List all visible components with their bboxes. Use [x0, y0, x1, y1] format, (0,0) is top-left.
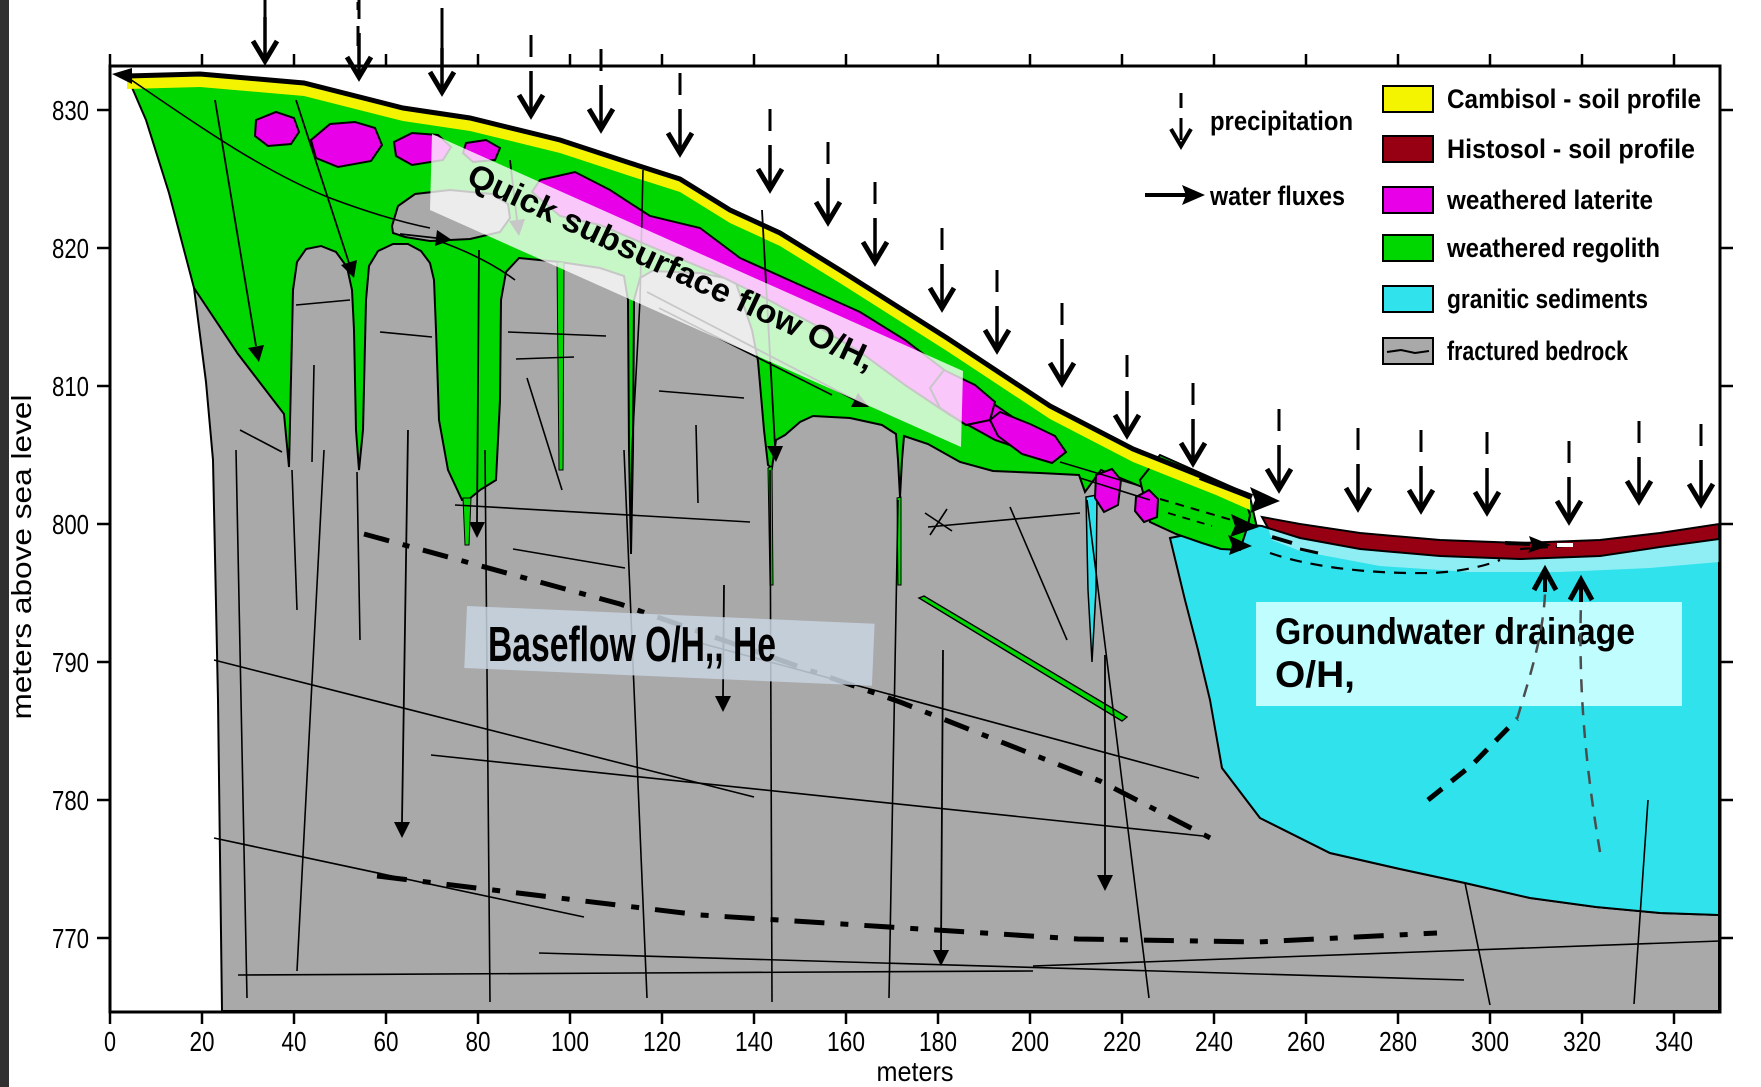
svg-text:fractured bedrock: fractured bedrock [1447, 336, 1629, 366]
svg-text:meters above sea level: meters above sea level [6, 395, 37, 720]
svg-text:340: 340 [1655, 1026, 1693, 1057]
svg-text:20: 20 [190, 1026, 215, 1057]
svg-text:Histosol - soil profile: Histosol - soil profile [1447, 134, 1695, 164]
svg-text:precipitation: precipitation [1210, 106, 1353, 136]
svg-text:Baseflow O/H,, He: Baseflow O/H,, He [488, 618, 776, 672]
svg-text:240: 240 [1195, 1026, 1233, 1057]
svg-text:780: 780 [52, 785, 89, 816]
svg-text:790: 790 [52, 647, 89, 678]
svg-text:Groundwater drainage: Groundwater drainage [1275, 611, 1635, 652]
svg-text:weathered regolith: weathered regolith [1446, 233, 1660, 263]
svg-text:770: 770 [52, 923, 89, 954]
svg-text:830: 830 [52, 95, 89, 126]
svg-text:180: 180 [919, 1026, 957, 1057]
svg-text:60: 60 [374, 1026, 399, 1057]
svg-text:140: 140 [735, 1026, 773, 1057]
svg-text:800: 800 [52, 509, 89, 540]
svg-text:O/H,: O/H, [1275, 654, 1355, 695]
svg-text:260: 260 [1287, 1026, 1325, 1057]
svg-text:water fluxes: water fluxes [1209, 181, 1345, 211]
svg-text:weathered laterite: weathered laterite [1446, 185, 1653, 215]
svg-text:320: 320 [1563, 1026, 1601, 1057]
svg-text:160: 160 [827, 1026, 865, 1057]
svg-text:80: 80 [466, 1026, 491, 1057]
svg-text:220: 220 [1103, 1026, 1141, 1057]
svg-text:810: 810 [52, 371, 89, 402]
svg-text:280: 280 [1379, 1026, 1417, 1057]
svg-text:Cambisol - soil profile: Cambisol - soil profile [1447, 84, 1701, 114]
svg-text:820: 820 [52, 233, 89, 264]
svg-text:200: 200 [1011, 1026, 1049, 1057]
svg-text:100: 100 [551, 1026, 589, 1057]
svg-text:40: 40 [282, 1026, 307, 1057]
svg-text:0: 0 [104, 1026, 116, 1057]
svg-text:granitic sediments: granitic sediments [1447, 284, 1648, 314]
svg-text:meters: meters [877, 1056, 954, 1087]
svg-text:120: 120 [643, 1026, 681, 1057]
svg-text:300: 300 [1471, 1026, 1509, 1057]
